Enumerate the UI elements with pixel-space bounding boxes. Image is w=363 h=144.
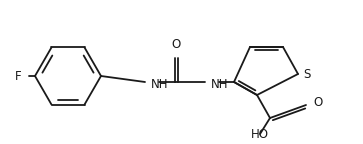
Text: O: O	[171, 38, 181, 51]
Text: S: S	[303, 68, 310, 80]
Text: HO: HO	[251, 128, 269, 141]
Text: NH: NH	[211, 78, 228, 91]
Text: NH: NH	[151, 78, 168, 91]
Text: O: O	[313, 96, 322, 109]
Text: F: F	[15, 70, 22, 83]
